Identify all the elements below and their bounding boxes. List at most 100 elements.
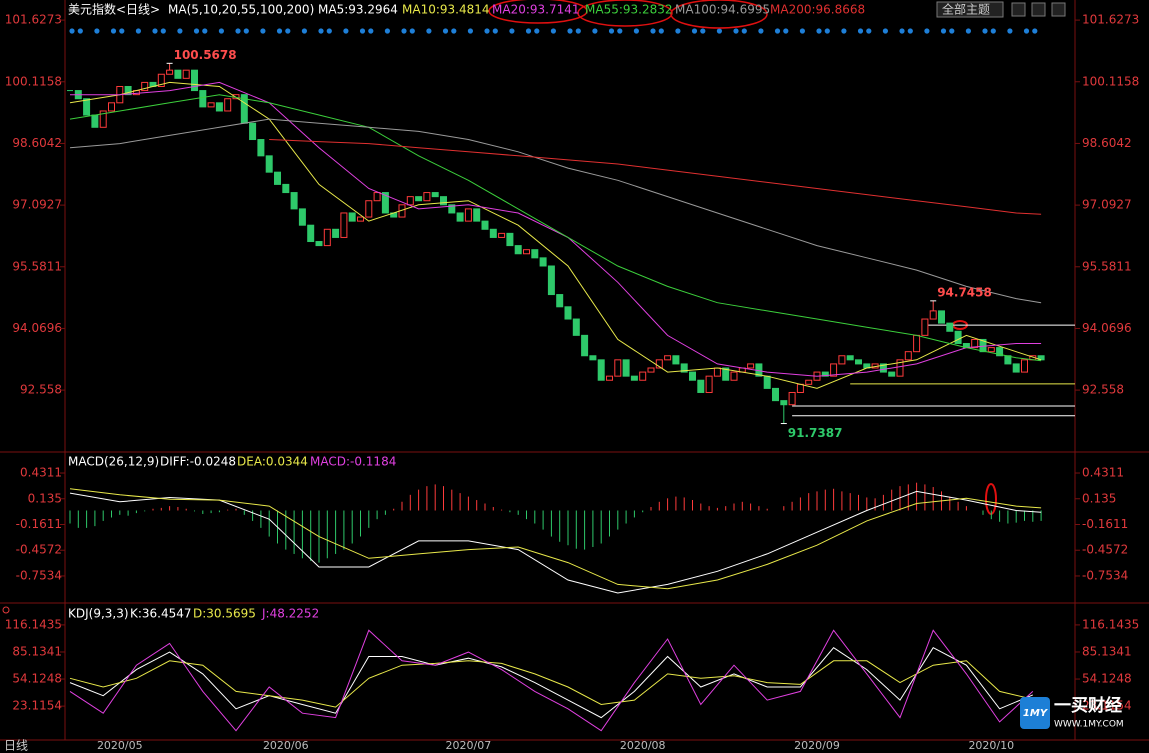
signal-dot [550, 28, 557, 34]
candle [456, 212, 464, 222]
signal-dot [774, 28, 781, 34]
legend-entry: DIFF:-0.0248 [160, 455, 236, 469]
signal-dot [260, 28, 266, 34]
signal-dot [733, 28, 739, 34]
signal-dot [617, 28, 623, 34]
candle [888, 371, 896, 377]
y2-tick-label: 85.1341 [1082, 644, 1132, 658]
extreme-label: 94.7458 [937, 285, 992, 299]
signal-dot [857, 28, 864, 34]
candle [539, 257, 547, 267]
candle [340, 212, 348, 238]
signal-dot [758, 28, 764, 34]
signal-dot [343, 28, 349, 34]
signal-dot [202, 28, 208, 34]
y-tick-label: 98.6042 [12, 136, 62, 150]
signal-dot [492, 28, 498, 34]
candle [672, 355, 680, 365]
menu-icon[interactable] [1031, 2, 1046, 17]
signal-dot [799, 28, 806, 34]
signal-dot [177, 28, 183, 34]
candle [99, 110, 107, 128]
signal-dot [301, 28, 307, 34]
candle [406, 196, 414, 206]
candle [83, 98, 91, 116]
candle [846, 355, 854, 361]
candle [215, 102, 223, 112]
candle [614, 359, 622, 377]
candle [514, 245, 522, 255]
x-tick-label: 2020/10 [968, 739, 1014, 752]
theme-button[interactable] [936, 1, 1004, 18]
candle [323, 228, 331, 247]
signal-dot [384, 28, 390, 34]
candle [448, 204, 456, 214]
candle [157, 73, 165, 87]
chart-title: 美元指数<日线> [68, 2, 160, 17]
menu-icon[interactable] [1011, 2, 1026, 17]
candle [904, 351, 912, 361]
signal-dot [409, 28, 415, 34]
signal-dot [534, 28, 540, 34]
menu-icon[interactable] [1051, 2, 1066, 17]
candle [1021, 359, 1028, 373]
macd-title: MACD(26,12,9) [68, 455, 159, 469]
candle [440, 196, 447, 206]
signal-dot [152, 28, 158, 34]
highlight-ellipse [577, 0, 673, 27]
candle [531, 249, 539, 259]
logo-url: WWW.1MY.COM [1054, 720, 1124, 730]
signal-dot [816, 28, 822, 34]
x-tick-label: 2020/09 [794, 739, 840, 752]
signal-dot [1032, 28, 1038, 34]
y2-tick-label: -0.1611 [1082, 517, 1128, 531]
candle [265, 155, 273, 173]
x-tick-label: 2020/08 [620, 739, 666, 752]
candle [506, 232, 514, 247]
signal-dot [741, 28, 747, 34]
signal-dot [135, 28, 141, 34]
candle [191, 69, 198, 92]
signal-dot [318, 28, 324, 34]
period-label[interactable]: 日线 [4, 739, 28, 753]
y-tick-label: 0.4311 [20, 466, 62, 480]
signal-dots [69, 28, 1038, 34]
signal-dot [110, 28, 117, 34]
candle [547, 265, 555, 296]
signal-dot [426, 28, 432, 34]
signal-dot [276, 28, 283, 34]
signal-dot [359, 28, 366, 34]
candle [556, 294, 564, 308]
candle [373, 192, 381, 202]
signal-dot [882, 28, 889, 34]
theme-button-label[interactable]: 全部主题 [942, 2, 990, 17]
signal-dot [700, 28, 706, 34]
signal-dot [940, 28, 947, 34]
series-line [69, 647, 1033, 719]
series-line [69, 490, 1042, 594]
signal-dot [608, 28, 615, 34]
highlight-ellipse [670, 0, 768, 29]
y-tick-label: 97.0927 [12, 198, 62, 212]
candle [1012, 363, 1020, 373]
y2-tick-label: 100.1158 [1082, 74, 1139, 88]
candle [365, 200, 373, 218]
signal-dot [691, 28, 698, 34]
signal-dot [675, 28, 681, 34]
legend-entry: K:36.4547 [130, 607, 192, 621]
candle [630, 375, 638, 381]
candle [523, 249, 530, 255]
y2-tick-label: -0.7534 [1082, 568, 1128, 582]
signal-dot [575, 28, 581, 34]
ma-header: MA(5,10,20,55,100,200) [168, 3, 314, 17]
candle [357, 216, 364, 222]
candle [431, 192, 439, 198]
signal-dot [899, 28, 905, 34]
candle [415, 196, 423, 202]
series-line [69, 660, 1033, 708]
macd-legend: MACD:-0.1184 [310, 455, 396, 469]
signal-dot [982, 28, 988, 34]
series-line [69, 629, 1034, 732]
signal-dot [924, 28, 930, 34]
